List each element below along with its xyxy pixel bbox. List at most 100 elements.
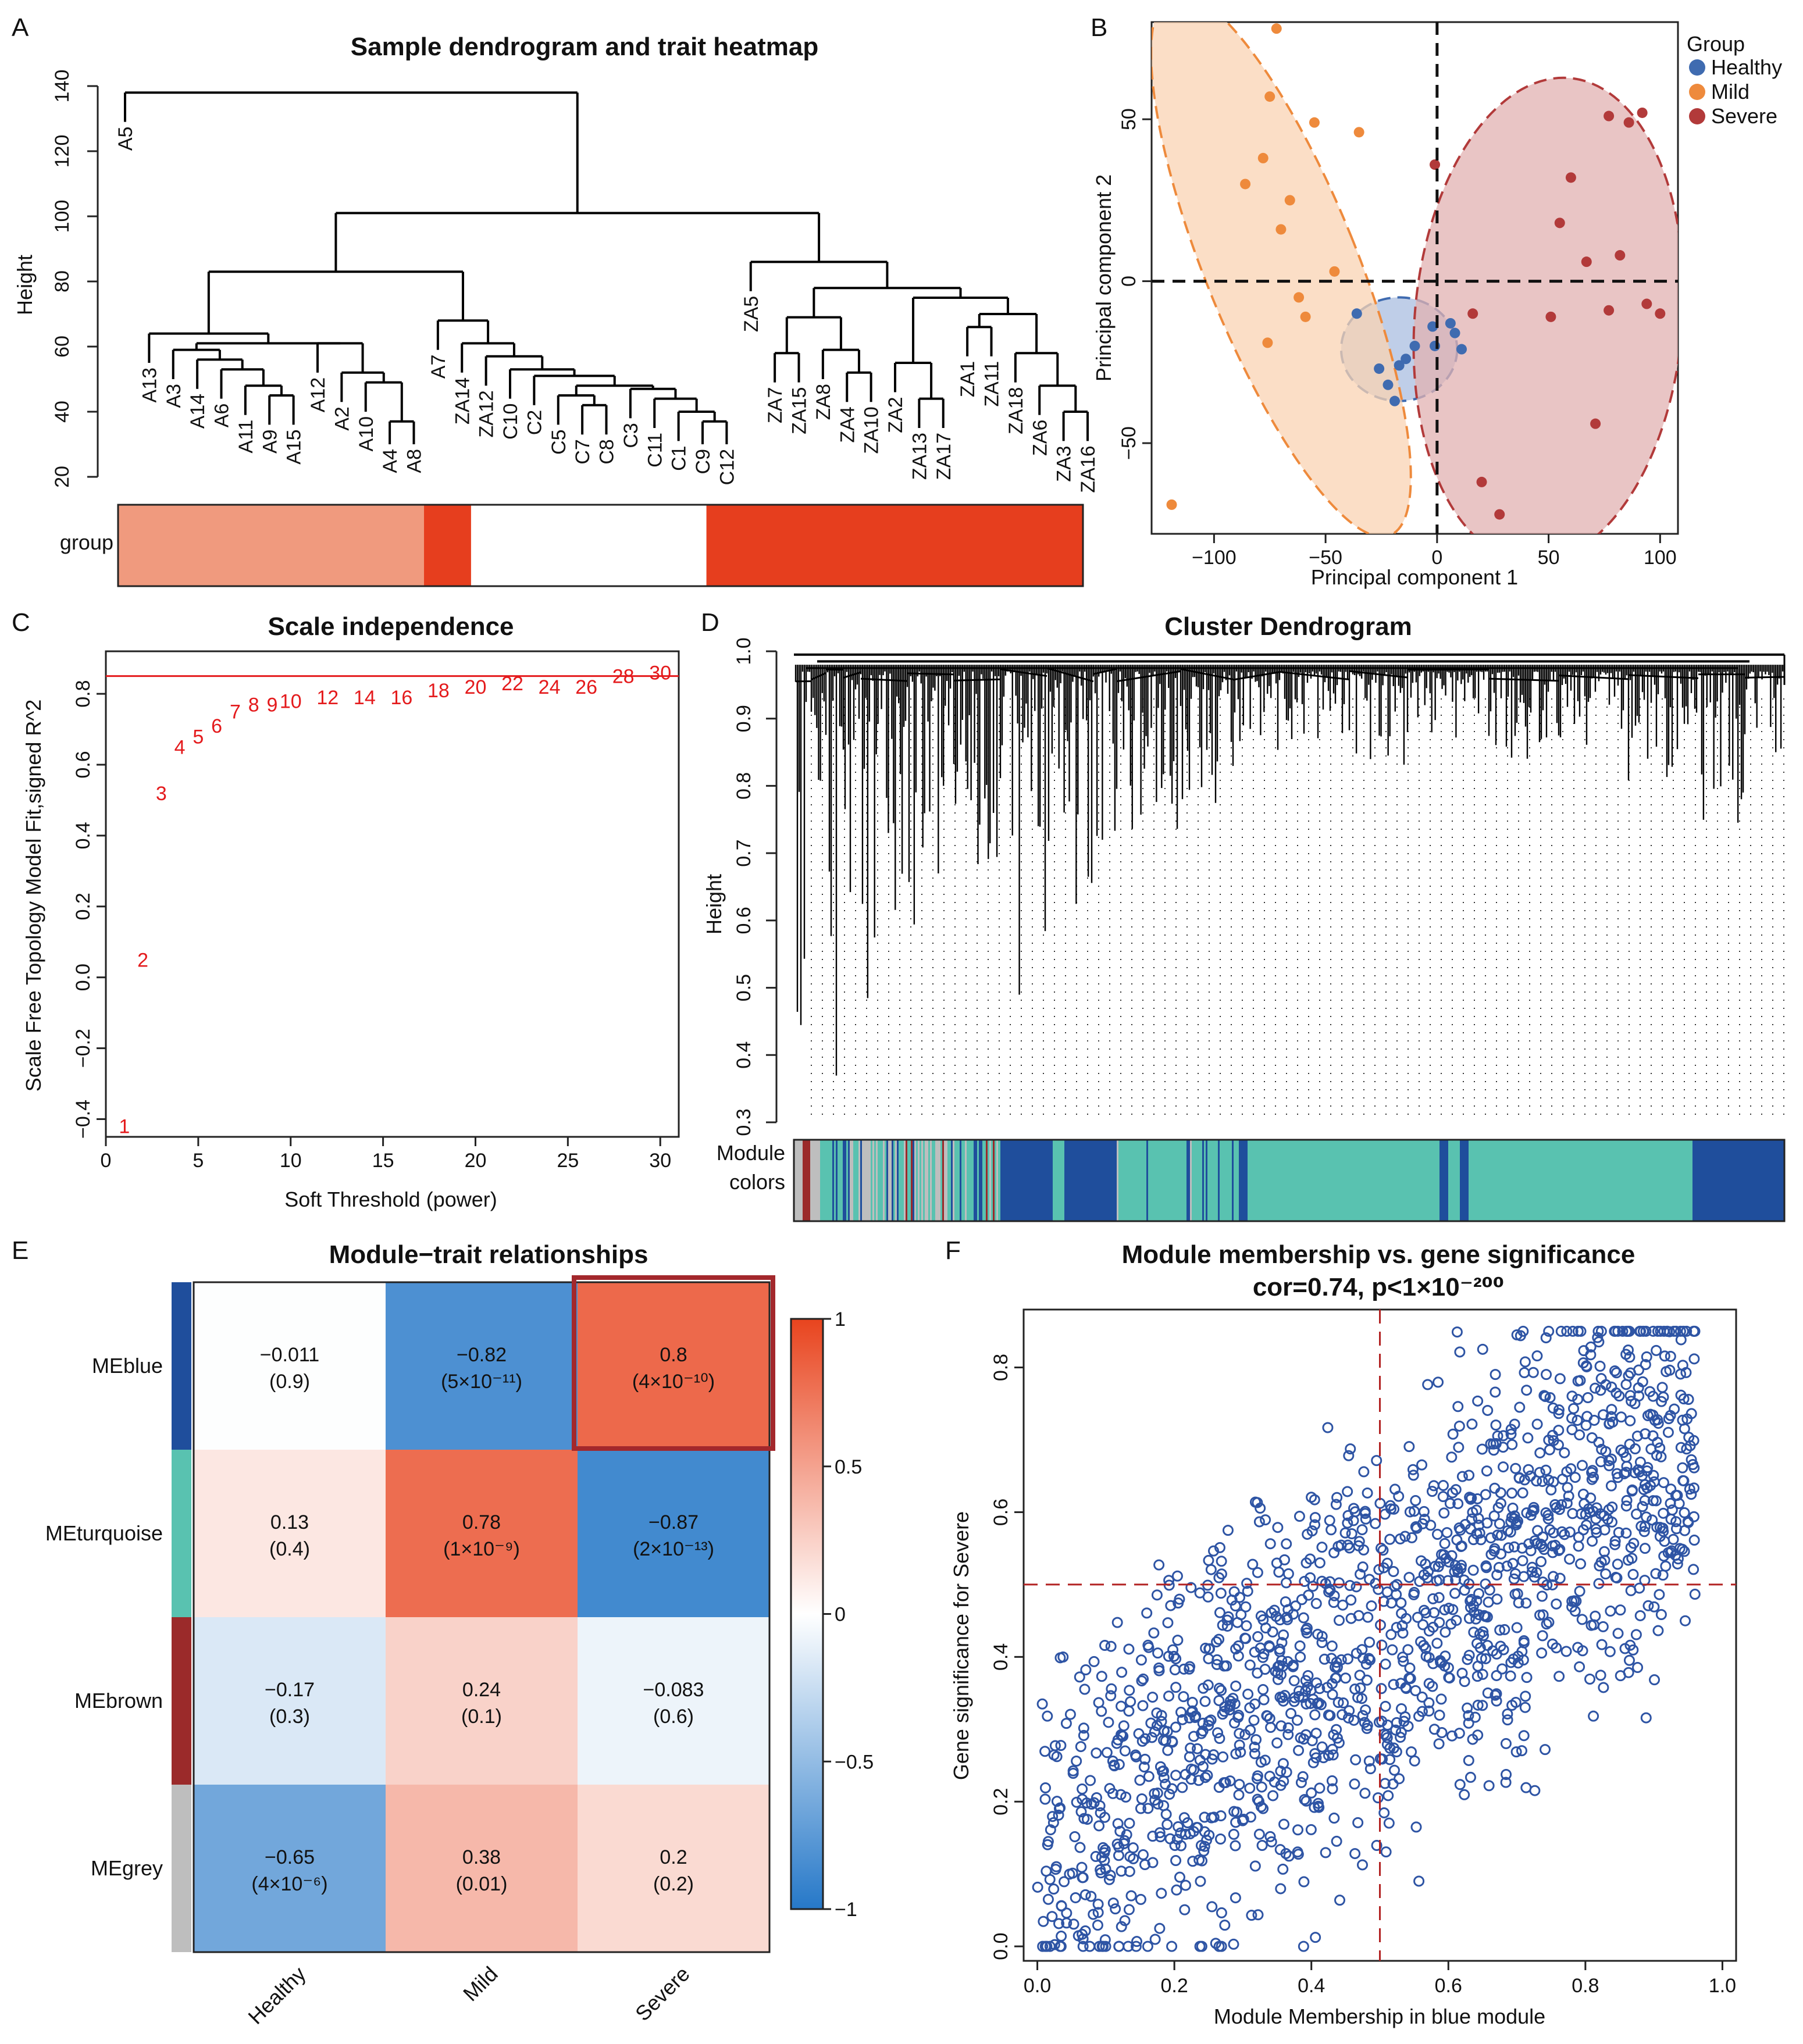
gene-point (1506, 1439, 1518, 1450)
pca-point-healthy (1351, 308, 1362, 319)
module-stripe (920, 1140, 922, 1221)
gene-point (1577, 1645, 1588, 1657)
module-stripe (974, 1140, 976, 1221)
gene-point (1472, 1395, 1484, 1407)
gene-point (1591, 1527, 1602, 1539)
gene-point (1463, 1754, 1474, 1766)
group-track-label: group (60, 530, 113, 554)
cell-correlation: −0.17 (265, 1679, 315, 1701)
module-stripe (1211, 1140, 1213, 1221)
gene-point (1688, 1535, 1700, 1546)
module-stripe (883, 1140, 885, 1221)
gene-point (1042, 1839, 1053, 1850)
gene-point (1575, 1325, 1587, 1337)
gene-point (1155, 1831, 1166, 1843)
gene-point (1650, 1568, 1662, 1579)
gene-point (1605, 1606, 1616, 1617)
gene-point (1510, 1697, 1521, 1708)
gene-point (1264, 1538, 1276, 1550)
gene-point (1433, 1592, 1445, 1603)
gene-point (1156, 1888, 1167, 1899)
gene-point (1498, 1430, 1509, 1442)
gene-point (1342, 1539, 1353, 1551)
a-leaf-label: ZA17 (933, 433, 955, 480)
gene-point (1471, 1595, 1483, 1607)
gene-point (1249, 1748, 1260, 1760)
d-cluster-merge (1488, 677, 1559, 682)
gene-point (1268, 1604, 1280, 1616)
gene-point (1256, 1840, 1268, 1852)
gene-point (1556, 1526, 1568, 1538)
a-leaf-label: ZA10 (861, 406, 883, 454)
gene-point (1513, 1472, 1525, 1484)
c-y-tick-label: 0.6 (72, 751, 94, 778)
gene-point (1345, 1443, 1356, 1455)
gene-point (1309, 1512, 1321, 1524)
panel-b-xlabel: Principal component 1 (1311, 565, 1518, 589)
gene-point (1520, 1782, 1532, 1793)
module-stripe (1176, 1140, 1178, 1221)
gene-point (1428, 1607, 1440, 1618)
pca-point-severe (1615, 250, 1626, 261)
gene-point (1138, 1849, 1149, 1861)
gene-point (1433, 1376, 1444, 1388)
gene-point (1326, 1640, 1338, 1652)
module-stripe (979, 1140, 981, 1221)
gene-point (1604, 1418, 1615, 1429)
gene-point (1334, 1895, 1346, 1906)
gene-point (1512, 1588, 1523, 1600)
pca-point-severe (1604, 305, 1615, 316)
gene-point (1105, 1690, 1117, 1701)
module-stripe (1157, 1140, 1159, 1221)
gene-point (1522, 1432, 1534, 1444)
gene-point (1489, 1543, 1501, 1554)
gene-point (1072, 1930, 1084, 1942)
module-stripe (1230, 1140, 1232, 1221)
gene-point (1439, 1538, 1451, 1549)
gene-point (1316, 1637, 1328, 1649)
gene-point (1593, 1336, 1605, 1348)
pca-point-healthy (1409, 340, 1420, 351)
heatmap-cell (194, 1785, 386, 1952)
gene-point (1679, 1546, 1690, 1557)
module-stripe (1145, 1140, 1147, 1221)
module-stripe (895, 1140, 897, 1221)
module-stripe (981, 1140, 983, 1221)
cell-pvalue: (0.01) (456, 1873, 508, 1895)
gene-point (1444, 1497, 1456, 1509)
pca-point-severe (1604, 110, 1615, 122)
gene-point (1560, 1646, 1572, 1657)
gene-point (1562, 1482, 1573, 1493)
gene-point (1584, 1673, 1596, 1685)
cell-pvalue: (0.3) (269, 1706, 310, 1728)
gene-point (1260, 1622, 1271, 1634)
pca-point-severe (1623, 117, 1634, 128)
gene-point (1216, 1568, 1227, 1580)
gene-point (1244, 1702, 1256, 1714)
gene-point (1104, 1783, 1116, 1795)
gene-point (1300, 1675, 1312, 1686)
module-stripe (869, 1140, 871, 1221)
gene-point (1188, 1826, 1199, 1838)
gene-point (1576, 1460, 1588, 1471)
gene-point (1039, 1940, 1051, 1952)
d-cluster-merge (1116, 670, 1181, 683)
panel-e-title: Module−trait relationships (329, 1240, 648, 1269)
gene-point (1099, 1934, 1111, 1946)
gene-point (1342, 1517, 1353, 1529)
gene-point (1561, 1325, 1573, 1337)
gene-point (1471, 1493, 1483, 1504)
cell-correlation: 0.8 (660, 1344, 687, 1366)
gene-point (1640, 1428, 1651, 1440)
trait-column-label: Healthy (243, 1962, 310, 2029)
gene-point (1234, 1592, 1245, 1603)
gene-point (1537, 1576, 1549, 1588)
gene-point (1342, 1486, 1353, 1497)
gene-point (1622, 1325, 1634, 1337)
a-leaf-label: ZA2 (885, 397, 907, 433)
gene-point (1462, 1702, 1473, 1714)
pca-point-severe (1637, 107, 1648, 118)
gene-point (1404, 1506, 1416, 1518)
gene-point (1612, 1558, 1623, 1570)
gene-point (1311, 1677, 1323, 1689)
